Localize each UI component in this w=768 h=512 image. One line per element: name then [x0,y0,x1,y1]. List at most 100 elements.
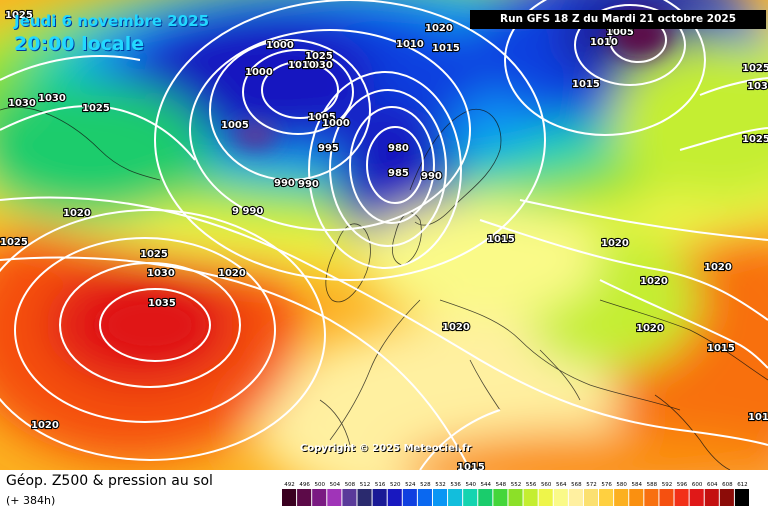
isobar-label: 1030 [8,98,36,109]
legend-value: 580 [616,482,627,488]
isobar-label: 1015 [572,79,600,90]
legend-value: 584 [632,482,643,488]
isobar-label: 1015 [707,343,735,354]
forecast-offset: (+ 384h) [6,494,56,507]
isobar-label: 1010 [396,39,424,50]
legend-swatch [599,489,614,506]
isobar-label: 990 [421,171,442,182]
legend-swatch [568,489,583,506]
coastlines [0,107,768,470]
legend-swatch [372,489,387,506]
legend-value: 516 [375,482,386,488]
isobar-label: 1025 [742,134,768,145]
legend-swatch [644,489,659,506]
isobar-label: 1000 [322,118,350,129]
legend-swatch [402,489,417,506]
isobar-label: 1020 [31,420,59,431]
isobar-label: 995 [318,143,339,154]
legend-value: 564 [556,482,567,488]
run-info-banner: Run GFS 18 Z du Mardi 21 octobre 2025 [470,10,766,29]
legend-swatch [342,489,357,506]
legend-swatch [553,489,568,506]
legend-value: 496 [299,482,310,488]
legend-value: 612 [737,482,748,488]
isobar-label: 985 [388,168,409,179]
legend-value: 532 [435,482,446,488]
legend-swatch [674,489,689,506]
isobar-label: 1015 [457,462,485,470]
legend-value: 556 [526,482,537,488]
color-scale-legend: 492 496 500 504 508 512 516 520 524 528 532 536 540 5… [282,482,749,506]
legend-swatch [538,489,553,506]
legend-swatch [312,489,327,506]
isobar-label: 1020 [425,23,453,34]
legend-value: 492 [284,482,295,488]
isobar-label: 990 [298,179,319,190]
legend-value: 536 [450,482,461,488]
legend-swatch [463,489,478,506]
isobar-label: 1000 [266,40,294,51]
legend-swatch [734,489,749,506]
legend-swatch [523,489,538,506]
isobar-label: 1000 [245,67,273,78]
legend-value: 552 [511,482,522,488]
legend-swatch [432,489,448,506]
isobar-label: 1025 [5,10,33,21]
isobar-label: 1010 [748,412,768,423]
legend-swatch [719,489,734,506]
legend-swatch [297,489,312,506]
isobar-label: 1025 [305,51,333,62]
legend-value: 588 [647,482,658,488]
isobar-label: 1020 [442,322,470,333]
legend-swatch [614,489,629,506]
isobar-label: 1020 [704,262,732,273]
legend-swatch [327,489,342,506]
legend-swatch [689,489,704,506]
legend-value: 576 [601,482,612,488]
isobar-label: 1005 [606,27,634,38]
legend-swatch [704,489,719,506]
isobar-label: 1015 [487,234,515,245]
legend-value: 592 [662,482,673,488]
legend-swatch [583,489,599,506]
copyright-notice: Copyright © 2025 Meteociel.fr [300,443,472,454]
legend-swatch [493,489,508,506]
legend-swatch [417,489,432,506]
legend-swatch [629,489,644,506]
isobar-label: 1025 [0,237,28,248]
legend-value: 600 [692,482,703,488]
isobar-label: 1015 [432,43,460,54]
forecast-time: 20:00 locale [14,33,145,55]
isobar-label: 1030 [305,60,333,71]
isobar-label: 9 990 [232,206,263,217]
legend-swatch [448,489,463,506]
footer-bar: Géop. Z500 & pression au sol (+ 384h) 49… [0,470,768,512]
legend-value: 608 [722,482,733,488]
isobar-label: 1030 [38,93,66,104]
legend-value: 524 [405,482,416,488]
legend-value: 568 [571,482,582,488]
isobar-label: 1020 [601,238,629,249]
legend-value: 520 [390,482,401,488]
legend-swatch [387,489,402,506]
isobar-label: 1030 [747,81,768,92]
legend-value: 560 [541,482,552,488]
legend-value: 548 [496,482,507,488]
isobar-label: 990 [274,178,295,189]
legend-value: 508 [345,482,356,488]
isobar-label: 1005 [221,120,249,131]
isobar-label: 1020 [63,208,91,219]
legend-swatch [508,489,523,506]
legend-swatch [357,489,372,506]
isobar-label: 1025 [140,249,168,260]
isobar-label: 1025 [82,103,110,114]
isobar-label: 1005 [308,112,336,123]
isobar-label: 1010 [288,60,316,71]
isobar-label: 1025 [742,63,768,74]
geopotential-field [0,0,768,470]
legend-swatch [478,489,493,506]
map-title: Géop. Z500 & pression au sol [6,473,213,489]
